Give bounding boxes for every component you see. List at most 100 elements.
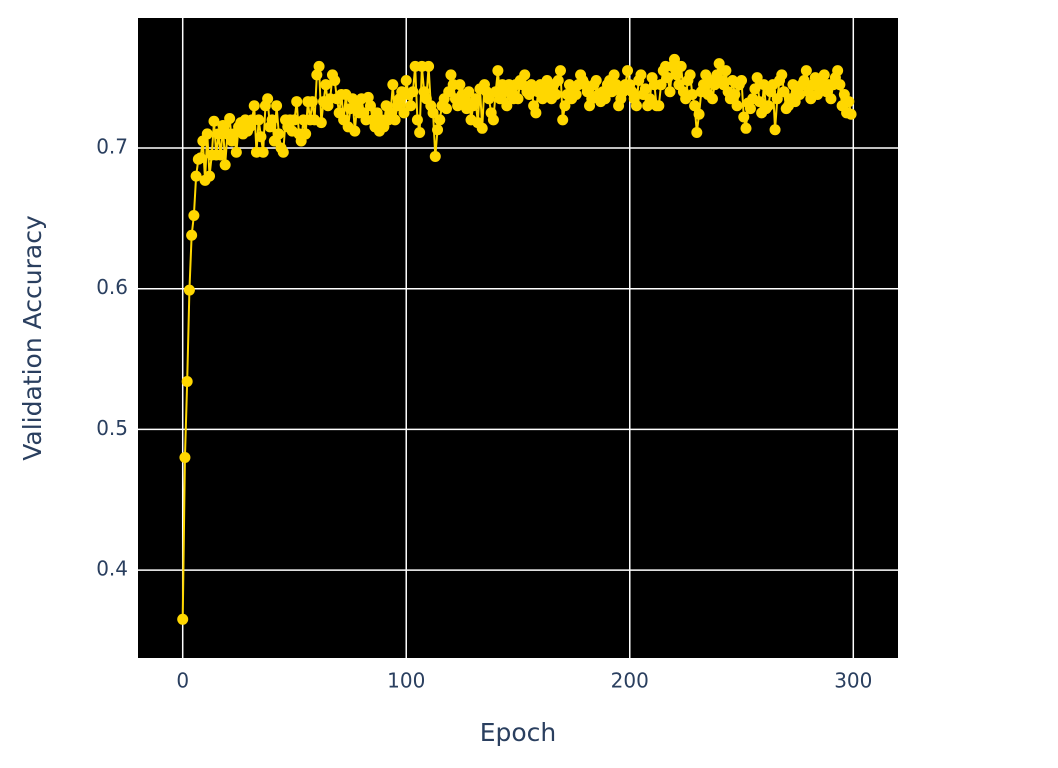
data-point [262,93,274,105]
x-tick-label: 0 [176,669,189,693]
data-point [622,65,634,77]
data-point [794,89,806,101]
data-point [684,69,696,81]
data-point [320,79,332,91]
data-point [762,100,774,112]
data-point [387,79,399,91]
data-point [731,100,743,112]
data-point [664,86,676,98]
data-point [407,86,419,98]
data-point [749,83,761,95]
data-point [487,114,499,126]
data-point [653,100,665,112]
data-point [655,79,667,91]
data-point [599,93,611,105]
data-point [738,111,750,123]
data-point [405,100,417,112]
data-point [463,86,475,98]
data-point [208,115,220,127]
data-point [557,114,569,126]
data-point [608,69,620,81]
data-point [530,107,542,119]
data-point [429,150,441,162]
data-point [177,613,189,625]
data-point [740,122,752,134]
data-point [291,96,303,108]
data-point [434,114,446,126]
data-point [257,146,269,158]
data-point [212,128,224,140]
data-point [550,89,562,101]
data-point [758,79,770,91]
data-point [671,69,683,81]
data-point [313,60,325,72]
data-point [769,124,781,136]
data-point [492,65,504,77]
data-point [454,79,466,91]
data-point [329,74,341,86]
data-point [427,107,439,119]
data-point [570,89,582,101]
data-point [195,152,207,164]
data-point [525,79,537,91]
data-point [691,127,703,139]
data-point [266,114,278,126]
data-point [414,127,426,139]
data-point [590,74,602,86]
data-point [271,100,283,112]
data-point [825,93,837,105]
data-point [753,96,765,108]
data-point [639,83,651,95]
data-point [635,69,647,81]
data-point [190,170,202,182]
data-point [476,122,488,134]
data-point [349,125,361,137]
data-point [736,74,748,86]
data-point [364,100,376,112]
data-point [778,86,790,98]
data-point [188,210,200,222]
data-point [215,149,227,161]
data-point [440,103,452,115]
data-point [662,72,674,84]
data-point [400,74,412,86]
data-point [706,93,718,105]
data-point [224,112,236,124]
data-point [483,93,495,105]
data-point [523,89,535,101]
data-point [445,69,457,81]
data-point [818,69,830,81]
data-point [186,229,198,241]
data-point [217,119,229,131]
data-point [554,65,566,77]
data-point [798,74,810,86]
data-point [713,58,725,70]
data-point [311,69,323,81]
data-point [845,108,857,120]
data-point [744,103,756,115]
data-point [512,93,524,105]
data-point [610,79,622,91]
data-point [834,79,846,91]
data-point [832,65,844,77]
data-point [432,124,444,136]
data-point [771,93,783,105]
data-point [300,128,312,140]
x-axis-title: Epoch [480,718,557,747]
data-point [675,60,687,72]
data-point [423,60,435,72]
data-point [183,284,195,296]
data-point [277,146,289,158]
data-point [181,376,193,388]
y-tick-label: 0.4 [96,557,128,581]
x-tick-label: 200 [611,669,649,693]
data-point [248,100,260,112]
data-point [204,170,216,182]
data-point [398,107,410,119]
data-point [729,89,741,101]
data-point [519,69,531,81]
data-point [559,100,571,112]
data-point [219,159,231,171]
